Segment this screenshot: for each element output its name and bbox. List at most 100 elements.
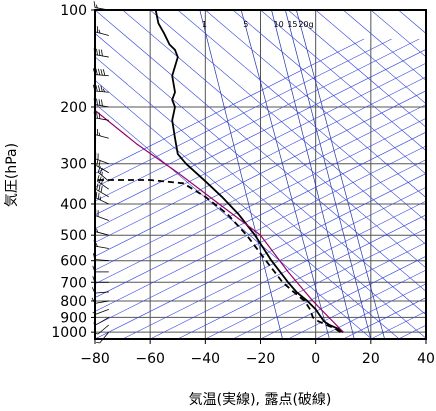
isotherm-line bbox=[150, 200, 426, 339]
dry-adiabats bbox=[95, 10, 426, 339]
wind-barb-flag bbox=[95, 191, 98, 199]
wind-barb-flag bbox=[98, 49, 101, 56]
wind-barb-flag bbox=[96, 183, 99, 190]
wind-barb-flag bbox=[98, 112, 101, 119]
dewpoint-line bbox=[95, 179, 341, 333]
mixing-ratio-lines bbox=[199, 10, 385, 339]
x-tick-label: −80 bbox=[80, 351, 110, 367]
isotherm-line bbox=[287, 269, 426, 339]
wind-barb-staff bbox=[99, 331, 110, 344]
isotherm-line bbox=[95, 90, 426, 257]
wind-barb-flag bbox=[99, 167, 103, 174]
wind-barb-flag bbox=[101, 177, 104, 185]
profile-series bbox=[95, 10, 344, 333]
wind-barb-flag bbox=[96, 98, 98, 106]
mixing-ratio-label: 20g bbox=[298, 20, 313, 29]
wind-barb-flag bbox=[101, 99, 103, 106]
isotherm-line bbox=[95, 62, 426, 230]
wind-barb-flag bbox=[96, 112, 98, 119]
wind-barb-flag bbox=[96, 48, 98, 56]
wind-barb bbox=[94, 225, 109, 236]
wind-barb-staff bbox=[94, 291, 109, 294]
wind-barb-flag bbox=[95, 4, 98, 9]
wind-barb bbox=[96, 159, 109, 174]
wind-barb-flag bbox=[97, 85, 101, 92]
y-tick-label: 300 bbox=[60, 157, 87, 173]
isotherm-line bbox=[315, 283, 426, 339]
wind-barb-flag bbox=[98, 29, 101, 34]
y-tick-label: 500 bbox=[60, 228, 87, 244]
y-tick-label: 400 bbox=[60, 197, 87, 213]
x-tick-label: −20 bbox=[246, 351, 276, 367]
wind-barb bbox=[93, 48, 109, 58]
dry-adiabat-line bbox=[232, 10, 426, 175]
mixing-ratio-label: 1 bbox=[202, 20, 207, 29]
x-tick-label: −40 bbox=[191, 351, 221, 367]
dry-adiabat-line bbox=[205, 10, 426, 198]
wind-barb-flag bbox=[98, 184, 101, 192]
x-tick-label: 40 bbox=[417, 351, 435, 367]
wind-barb-staff bbox=[94, 300, 109, 304]
isotherm-line bbox=[95, 145, 426, 312]
isotherm-line bbox=[177, 214, 426, 339]
isotherm-line bbox=[95, 117, 426, 285]
mixing-ratio-line bbox=[199, 10, 283, 339]
isotherm-line bbox=[260, 255, 426, 339]
wind-barb-flag bbox=[98, 99, 101, 106]
isotherm-line bbox=[232, 242, 426, 339]
wind-barb-flag bbox=[97, 166, 101, 173]
mixing-ratio-line bbox=[284, 10, 372, 339]
dry-adiabat-line bbox=[95, 103, 373, 339]
isotherm-line bbox=[95, 38, 392, 188]
wind-barb-flag bbox=[95, 84, 98, 92]
wind-barb-flag bbox=[95, 68, 98, 75]
wind-barb-flag bbox=[98, 160, 101, 168]
wind-barb bbox=[94, 25, 109, 36]
wind-barb bbox=[96, 175, 110, 190]
dry-adiabat-line bbox=[398, 10, 426, 34]
isotherm-line bbox=[95, 173, 426, 339]
dry-adiabat-line bbox=[95, 79, 400, 339]
dry-adiabat-line bbox=[343, 10, 426, 81]
isotherms bbox=[95, 38, 426, 339]
isotherm-line bbox=[205, 228, 426, 339]
mixing-ratio-line bbox=[271, 10, 355, 339]
parcel-path-line bbox=[95, 109, 344, 333]
dry-adiabat-line bbox=[95, 10, 426, 292]
mixing-ratio-labels: 1 5 10 15 20g bbox=[202, 20, 314, 29]
dry-adiabat-line bbox=[260, 10, 426, 152]
wind-barb-staff bbox=[94, 259, 109, 262]
y-tick-label: 600 bbox=[60, 254, 87, 270]
x-tick-label: −60 bbox=[135, 351, 165, 367]
isotherm-line bbox=[95, 38, 420, 202]
wind-barb bbox=[93, 98, 109, 108]
isotherm-line bbox=[95, 159, 426, 326]
y-tick-label: 200 bbox=[60, 100, 87, 116]
dry-adiabat-line bbox=[122, 10, 426, 269]
y-tick-label: 900 bbox=[60, 310, 87, 326]
wind-barb-flag bbox=[100, 85, 103, 92]
wind-barb-flag bbox=[100, 186, 103, 193]
isotherm-line bbox=[398, 324, 426, 339]
wind-barb-flag bbox=[93, 1, 96, 8]
wind-barb-flag bbox=[102, 69, 106, 76]
wind-barb-flag bbox=[100, 68, 103, 76]
y-tick-label: 100 bbox=[60, 3, 87, 19]
dry-adiabat-line bbox=[425, 10, 426, 11]
wind-barb-flag bbox=[102, 88, 106, 93]
wind-barb-flag bbox=[97, 192, 100, 200]
dry-adiabat-line bbox=[287, 10, 426, 128]
wind-barb bbox=[96, 183, 109, 198]
dry-adiabat-line bbox=[95, 33, 426, 316]
wind-barb-flag bbox=[98, 176, 102, 183]
wind-barb bbox=[93, 1, 109, 11]
dry-adiabat-line bbox=[149, 10, 426, 245]
wind-barb-flag bbox=[96, 228, 99, 233]
x-tick-label: 20 bbox=[362, 351, 380, 367]
wind-barb-flag bbox=[96, 159, 99, 166]
isotherm-line bbox=[95, 38, 365, 174]
isotherm-line bbox=[95, 131, 426, 298]
wind-barb bbox=[96, 331, 110, 344]
